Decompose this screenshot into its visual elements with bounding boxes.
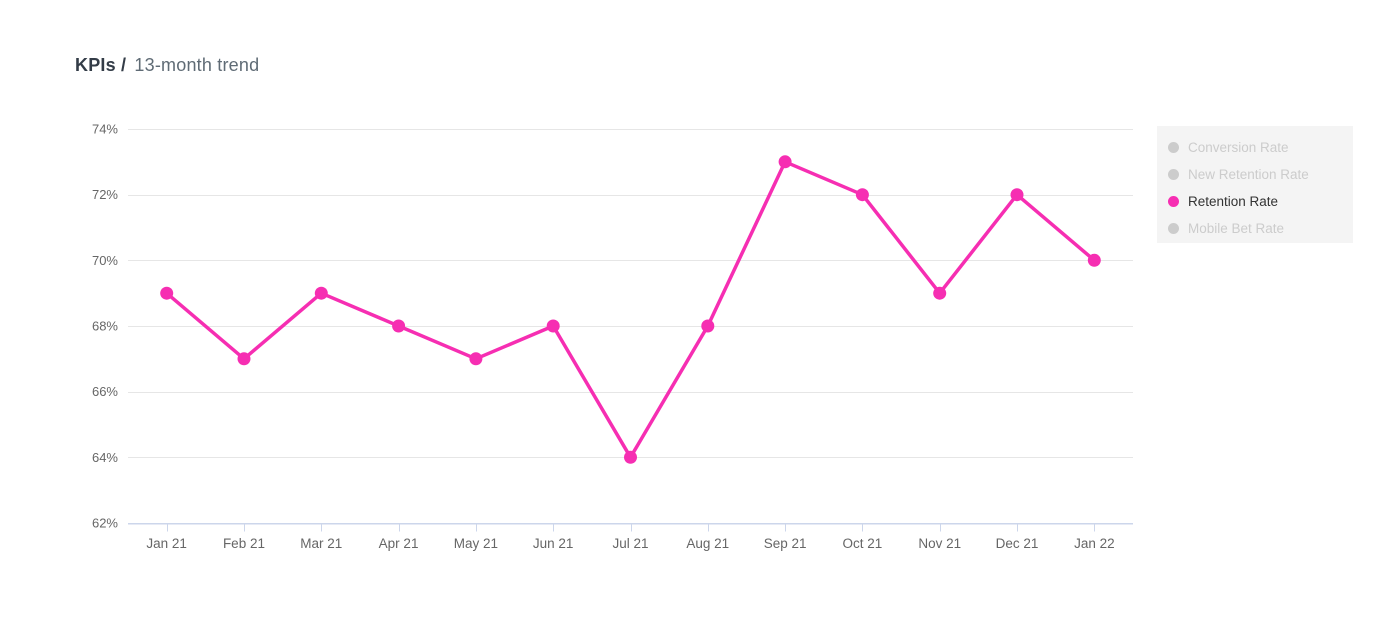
data-point-sep-21[interactable] [778,155,792,169]
y-tick-label: 64% [92,450,118,465]
legend: Conversion Rate New Retention Rate Reten… [1157,126,1353,243]
x-tick-label: Jul 21 [612,536,648,551]
data-point-jan-22[interactable] [1087,253,1101,267]
legend-item-label: Conversion Rate [1188,140,1289,155]
page-title-secondary: 13-month trend [134,55,260,75]
data-point-mar-21[interactable] [314,286,328,300]
x-tick-label: Feb 21 [223,536,265,551]
data-point-feb-21[interactable] [237,352,251,366]
y-tick-label: 74% [92,122,118,137]
legend-marker-icon [1168,223,1179,234]
legend-item-new-retention-rate[interactable]: New Retention Rate [1157,161,1353,188]
x-tick-label: Jan 22 [1074,536,1115,551]
data-point-dec-21[interactable] [1010,188,1024,202]
data-point-may-21[interactable] [469,352,483,366]
data-point-nov-21[interactable] [933,286,947,300]
x-tick-label: Aug 21 [686,536,729,551]
data-point-apr-21[interactable] [392,319,406,333]
legend-marker-icon [1168,196,1179,207]
x-tick-label: Apr 21 [379,536,419,551]
legend-marker-icon [1168,142,1179,153]
y-tick-label: 72% [92,187,118,202]
data-point-jul-21[interactable] [624,450,637,464]
x-tick-label: Jan 21 [146,536,187,551]
legend-item-label: Mobile Bet Rate [1188,221,1285,236]
legend-marker-icon [1168,169,1179,180]
y-tick-label: 68% [92,319,118,334]
page-title: KPIs / 13-month trend [75,55,259,76]
y-tick-label: 66% [92,384,118,399]
data-point-jan-21[interactable] [160,286,174,300]
series-line-retention-rate [164,160,1097,460]
legend-item-conversion-rate[interactable]: Conversion Rate [1157,134,1353,161]
legend-item-retention-rate[interactable]: Retention Rate [1157,188,1353,215]
x-tick-label: May 21 [454,536,498,551]
y-tick-label: 70% [92,253,118,268]
legend-item-label: Retention Rate [1188,194,1279,209]
x-tick-label: Jun 21 [533,536,574,551]
data-point-jun-21[interactable] [546,319,560,333]
x-tick-label: Sep 21 [764,536,807,551]
x-tick-label: Mar 21 [300,536,342,551]
x-tick-label: Oct 21 [843,536,883,551]
legend-item-label: New Retention Rate [1188,167,1309,182]
data-point-oct-21[interactable] [855,188,869,202]
x-tick-label: Dec 21 [996,536,1039,551]
legend-item-mobile-bet-rate[interactable]: Mobile Bet Rate [1157,215,1353,242]
y-tick-label: 62% [92,516,118,531]
data-point-aug-21[interactable] [701,319,715,333]
x-tick-label: Nov 21 [918,536,961,551]
page-title-primary: KPIs / [75,55,127,75]
